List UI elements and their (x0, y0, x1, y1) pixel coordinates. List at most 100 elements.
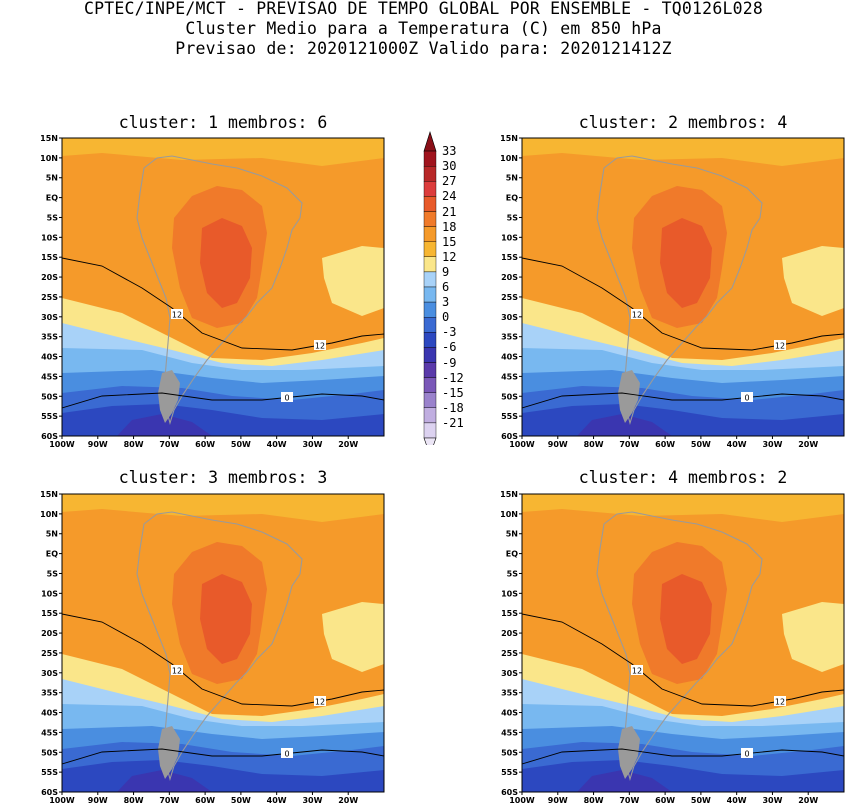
lon-label: 80W (124, 440, 144, 449)
colorbar-label: 30 (442, 159, 457, 174)
continent-outline (596, 155, 763, 425)
header-subtitle: Cluster Medio para a Temperatura (C) em … (185, 19, 662, 38)
plot-frame (61, 137, 385, 437)
temp-band-21-24 (200, 218, 252, 308)
lat-label: 35S (41, 333, 58, 342)
lon-label: 60W (195, 796, 215, 803)
patagonia-landmass (618, 726, 640, 779)
colorbar-swatch (423, 332, 437, 348)
temp-band-9-12-east (322, 246, 384, 316)
lon-label: 30W (302, 440, 322, 449)
contour-label-12: 12 (172, 667, 182, 676)
colorbar-swatch (423, 226, 437, 242)
plot-frame (61, 493, 385, 793)
colorbar-swatch (423, 241, 437, 257)
contour-label-12-box (314, 340, 326, 350)
contour-label-12: 12 (315, 342, 325, 351)
contour-label-0: 0 (744, 750, 749, 759)
colorbar-label: -9 (442, 355, 457, 370)
lon-label: 20W (798, 796, 818, 803)
lon-label: 100W (49, 440, 75, 449)
panel-title-2: cluster: 2 membros: 4 (578, 113, 788, 132)
lat-label: 35S (501, 333, 518, 342)
contour-12 (522, 257, 844, 351)
temp-band-12-15 (62, 138, 384, 166)
lon-label: 30W (762, 796, 782, 803)
plot-frame (521, 137, 845, 437)
temp-band-9-12-east (782, 602, 844, 672)
contour-0 (522, 748, 844, 765)
colorbar-label: 24 (442, 189, 457, 204)
temp-band-21-24 (200, 574, 252, 664)
contour-label-12-box (171, 665, 183, 675)
colorbar-swatch (423, 392, 437, 409)
map-panel-cluster-2: 12 12 0 15N 10N 5N EQ 5S 10S 15S 20S 25S 30S 35S 40S 45… (500, 134, 845, 449)
lat-label: 5N (46, 530, 58, 539)
colorbar-label: -21 (442, 415, 464, 430)
lon-label: 60W (655, 440, 675, 449)
temp-band-12-15 (62, 494, 384, 522)
contour-12 (62, 613, 384, 707)
lon-label: 20W (798, 440, 818, 449)
lat-label: 50S (41, 392, 58, 401)
temp-band-minus9-minus6 (577, 770, 672, 792)
lat-label: 25S (501, 649, 518, 658)
lon-label: 80W (584, 440, 604, 449)
lat-label: 40S (41, 709, 58, 718)
colorbar-swatch (423, 316, 437, 333)
lon-label: 70W (159, 796, 179, 803)
lon-label: 20W (338, 440, 358, 449)
lat-label: EQ (506, 194, 518, 203)
lon-label: 40W (267, 440, 287, 449)
lat-label: EQ (506, 550, 518, 559)
lon-label: 40W (727, 440, 747, 449)
map-panel-cluster-4: 12 12 0 15N 10N 5N EQ 5S 10S 15S 20S 25S 30S 35S 40S 45… (500, 490, 845, 803)
lat-label: 10S (41, 233, 58, 242)
contour-0 (62, 392, 384, 409)
lat-label: 15S (41, 253, 58, 262)
lon-label: 60W (655, 796, 675, 803)
lat-label: 60S (41, 788, 58, 797)
contour-label-12: 12 (775, 698, 785, 707)
map-panel-cluster-3: 12 12 0 15N 10N 5N EQ 5S 10S 15S 20S 25S 30S 35S 40S 45… (40, 490, 385, 803)
contour-label-0-box (741, 392, 753, 402)
lon-label: 30W (762, 440, 782, 449)
lat-label: 15N (500, 134, 518, 143)
lat-label: 15N (40, 490, 58, 499)
contour-label-12: 12 (315, 698, 325, 707)
lat-label: 45S (41, 728, 58, 737)
colorbar-swatch (423, 271, 437, 288)
contour-label-12-box (774, 340, 786, 350)
colorbar-swatch (423, 422, 437, 439)
lat-label: 45S (501, 728, 518, 737)
temp-band-21-24 (660, 218, 712, 308)
patagonia-landmass (158, 370, 180, 423)
contour-label-12: 12 (172, 311, 182, 320)
lat-label: 50S (41, 748, 58, 757)
lon-label: 100W (49, 796, 75, 803)
lon-label: 70W (159, 440, 179, 449)
contour-label-12-box (631, 309, 643, 319)
lon-label: 80W (124, 796, 144, 803)
colorbar-label: 18 (442, 219, 457, 234)
contour-0 (522, 392, 844, 409)
lat-label: 25S (501, 293, 518, 302)
lat-label: 40S (501, 709, 518, 718)
header-dates: Previsao de: 2020121000Z Valido para: 20… (175, 39, 672, 58)
panel-title-4: cluster: 4 membros: 2 (578, 468, 788, 487)
colorbar-label: 21 (442, 204, 457, 219)
lon-label: 90W (548, 440, 568, 449)
colorbar-label: 3 (442, 295, 450, 310)
lon-label: 20W (338, 796, 358, 803)
lat-label: 25S (41, 293, 58, 302)
lat-label: 30S (501, 313, 518, 322)
lon-label: 50W (691, 796, 711, 803)
temp-band-21-24 (660, 574, 712, 664)
lon-label: 40W (727, 796, 747, 803)
temp-band-12-15 (522, 138, 844, 166)
colorbar-swatch (423, 211, 437, 227)
lat-label: 55S (501, 412, 518, 421)
lat-label: EQ (46, 194, 58, 203)
lat-label: 10S (501, 589, 518, 598)
lat-label: 45S (501, 372, 518, 381)
